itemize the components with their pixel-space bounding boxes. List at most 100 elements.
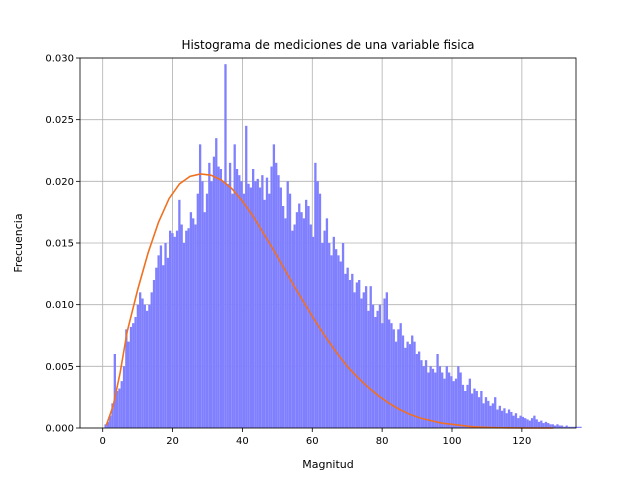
histogram-bar (565, 425, 568, 428)
histogram-bar (577, 426, 580, 428)
histogram-bar (392, 329, 395, 428)
histogram-bar (355, 282, 359, 428)
histogram-bar (270, 166, 273, 429)
histogram-bar (464, 391, 467, 428)
histogram-bar (572, 426, 575, 428)
histogram-bar (503, 408, 506, 428)
histogram-bar (111, 403, 114, 428)
histogram-bar (328, 243, 331, 428)
histogram-bar (540, 420, 543, 428)
histogram-bar (129, 326, 133, 428)
histogram-bar (434, 372, 437, 428)
histogram-bar (558, 425, 561, 428)
histogram-bar (139, 292, 142, 428)
histogram-bar (450, 376, 453, 428)
x-tick-label: 60 (306, 436, 319, 447)
histogram-bar (549, 424, 552, 428)
histogram-bar (302, 218, 306, 428)
histogram-bar (496, 409, 499, 428)
histogram-bar (286, 181, 289, 428)
histogram-bar (323, 230, 326, 428)
histogram-bar (443, 378, 446, 428)
histogram-bar (480, 391, 483, 428)
histogram-bar (487, 400, 490, 428)
y-axis-ticks: 0.000 0.005 0.010 0.015 0.020 0.025 0.030 (45, 54, 80, 435)
histogram-bar (417, 351, 421, 428)
histogram-bar (148, 304, 151, 428)
histogram-bar (517, 418, 520, 428)
histogram-bars (104, 64, 582, 429)
histogram-bar (401, 335, 405, 428)
histogram-bar (272, 144, 276, 429)
y-tick-label: 0.000 (45, 424, 74, 435)
histogram-bar (173, 236, 176, 428)
histogram-bar (524, 418, 527, 428)
histogram-bar (452, 381, 455, 428)
histogram-bar (530, 418, 534, 428)
histogram-bar (415, 354, 418, 428)
histogram-bar (411, 335, 414, 428)
histogram-bar (143, 304, 146, 428)
histogram-bar (468, 378, 472, 428)
histogram-bar (134, 317, 137, 428)
y-tick-label: 0.015 (45, 239, 74, 250)
histogram-bar (360, 298, 363, 428)
x-axis-ticks: 0 20 40 60 80 100 120 (100, 428, 531, 447)
histogram-bar (351, 273, 354, 428)
histogram-bar (544, 421, 548, 428)
histogram-bar (321, 243, 324, 428)
histogram-bar (226, 183, 229, 428)
histogram-bar (341, 243, 345, 428)
histogram-bar (192, 218, 195, 428)
histogram-bar (344, 273, 347, 428)
histogram-bar (500, 410, 504, 428)
y-tick-label: 0.005 (45, 362, 74, 373)
histogram-bar (364, 286, 368, 428)
histogram-bar (560, 425, 564, 428)
histogram-bar (215, 138, 218, 428)
histogram-bar (325, 218, 329, 428)
histogram-bar (579, 426, 582, 428)
histogram-bar (381, 323, 384, 428)
histogram-bar (109, 415, 112, 428)
histogram-bar (203, 212, 206, 428)
histogram-bar (498, 405, 501, 428)
histogram-bar (231, 193, 234, 428)
histogram-bar (115, 391, 119, 428)
histogram-bar (378, 304, 382, 428)
histogram-bar (521, 416, 525, 428)
histogram-bar (141, 298, 144, 428)
histogram-bar (118, 388, 121, 428)
histogram-bar (556, 424, 559, 428)
histogram-bar (233, 144, 236, 429)
histogram-bar (178, 199, 181, 428)
histogram-bar (337, 255, 340, 428)
histogram-bar (171, 233, 174, 428)
histogram-bar (136, 304, 140, 428)
histogram-bar (475, 391, 478, 428)
histogram-bar (152, 280, 156, 428)
histogram-bar (291, 230, 294, 428)
histogram-bar (311, 236, 315, 428)
histogram-bar (169, 230, 172, 428)
histogram-bar (318, 193, 322, 428)
histogram-bar (201, 181, 204, 428)
histogram-bar (362, 292, 365, 428)
histogram-bar (113, 354, 116, 428)
histogram-bar (535, 419, 538, 428)
histogram-bar (491, 403, 495, 428)
histogram-bar (164, 243, 167, 428)
histogram-bar (180, 224, 183, 428)
histogram-bar (258, 187, 262, 428)
histogram-bar (369, 286, 372, 428)
histogram-bar (385, 292, 389, 428)
x-tick-label: 80 (376, 436, 389, 447)
histogram-bar (157, 255, 160, 428)
histogram-bar (542, 423, 545, 428)
histogram-bar (484, 397, 488, 428)
histogram-bar (277, 175, 280, 428)
histogram-bar (307, 206, 310, 428)
histogram-bar (358, 280, 361, 428)
histogram-bar (298, 203, 301, 428)
